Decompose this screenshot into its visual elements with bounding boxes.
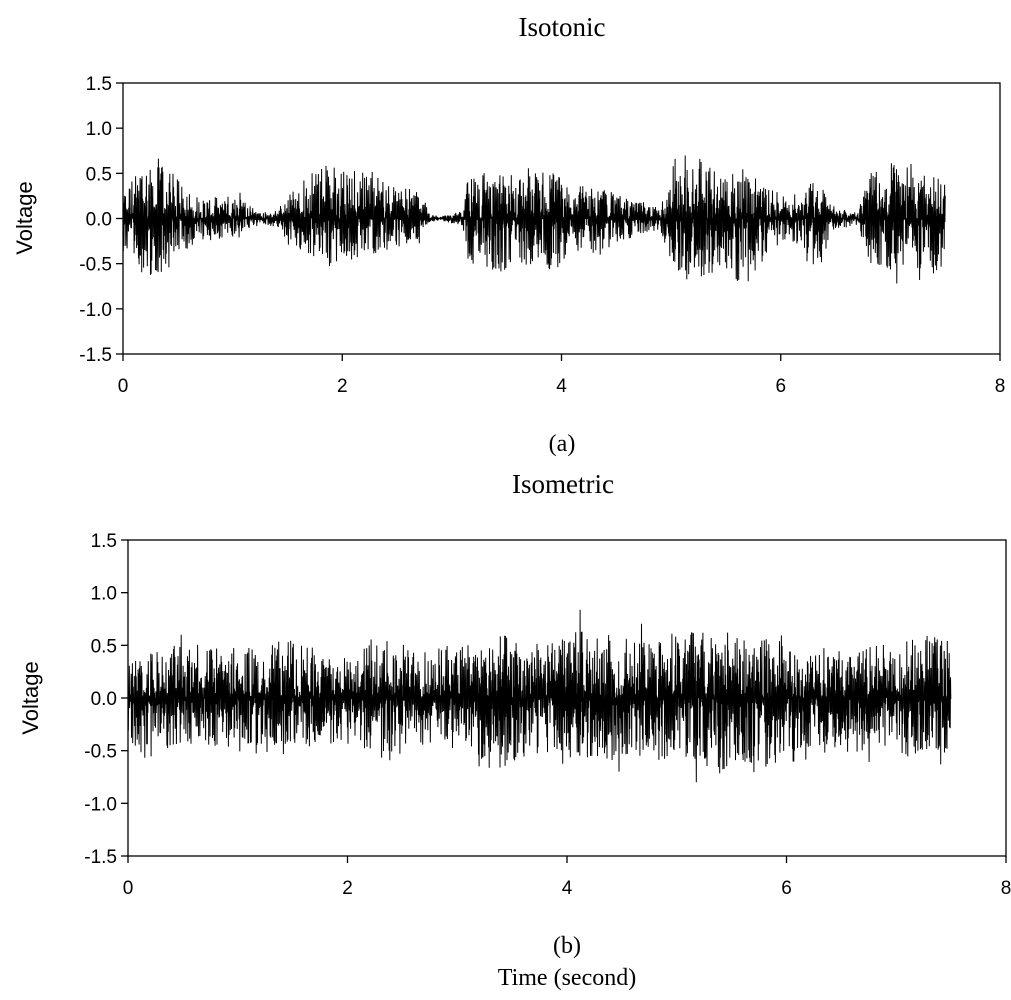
y-tick-label: -1.0: [84, 794, 117, 815]
isotonic-chart: Isotonic Voltage 1.5 1.0 0.5 0.0 -0.5 -1.0 -1.…: [12, 12, 1005, 457]
y-tick-label: 0.5: [86, 164, 112, 185]
plot-area: 1.5 1.0 0.5 0.0 -0.5 -1.0 -1.5 0 2 4 6 8: [84, 531, 1011, 899]
chart-title: Isotonic: [519, 12, 606, 42]
x-tick-label: 2: [342, 878, 353, 899]
x-tick-label: 0: [118, 376, 129, 397]
y-tick-label: 0.5: [91, 636, 117, 657]
x-tick-label: 6: [775, 376, 786, 397]
y-tick-label: 0.0: [91, 689, 117, 710]
y-tick-label: 1.0: [86, 119, 112, 140]
x-tick-label: 8: [995, 376, 1006, 397]
y-tick-label: -0.5: [84, 742, 117, 763]
isometric-chart: Isometric Voltage 1.5 1.0 0.5 0.0 -0.5 -1.0 -1…: [18, 469, 1011, 991]
chart-title: Isometric: [512, 469, 614, 499]
y-tick-label: 1.0: [91, 584, 117, 605]
x-tick-label: 8: [1001, 878, 1011, 899]
voltage-trace: [122, 155, 946, 284]
voltage-trace: [127, 609, 952, 783]
x-tick-label: 4: [556, 376, 567, 397]
chart-caption: (b): [553, 933, 581, 959]
x-axis-label: Time (second): [498, 965, 636, 991]
y-axis-label: Voltage: [12, 181, 37, 254]
x-tick-label: 6: [781, 878, 792, 899]
y-tick-label: 0.0: [86, 210, 112, 231]
x-tick-label: 2: [337, 376, 348, 397]
y-tick-label: -1.5: [79, 345, 112, 366]
y-tick-label: -1.5: [84, 847, 117, 868]
y-tick-label: -0.5: [79, 255, 112, 276]
x-tick-label: 0: [123, 878, 134, 899]
plot-area: 1.5 1.0 0.5 0.0 -0.5 -1.0 -1.5 0 2 4 6 8: [79, 74, 1005, 397]
y-axis-label: Voltage: [18, 661, 43, 734]
chart-caption: (a): [549, 431, 576, 457]
y-tick-label: -1.0: [79, 300, 112, 321]
y-tick-label: 1.5: [86, 74, 112, 95]
y-tick-label: 1.5: [91, 531, 117, 552]
x-tick-label: 4: [562, 878, 573, 899]
